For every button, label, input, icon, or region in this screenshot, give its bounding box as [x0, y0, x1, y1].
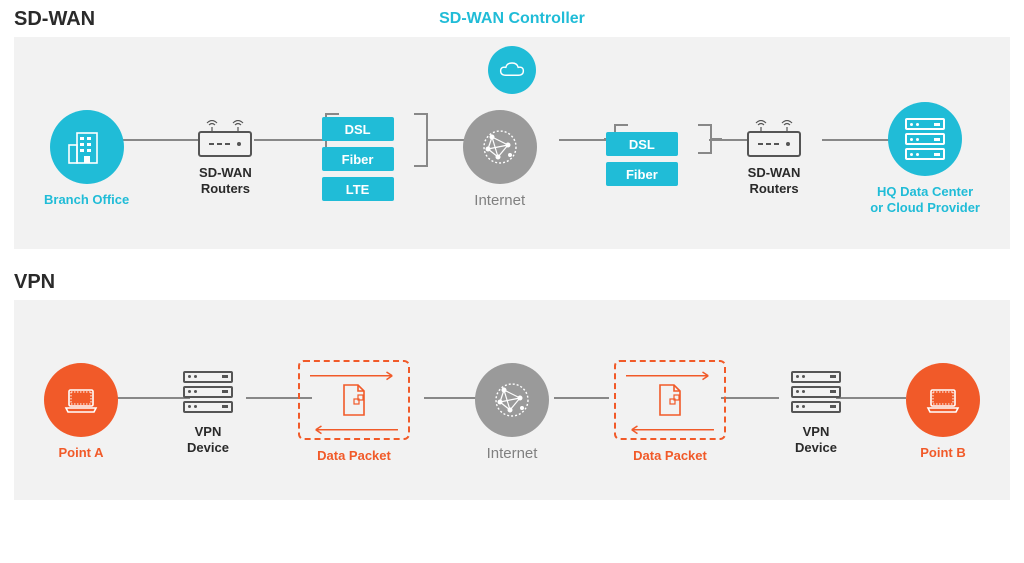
vpn-internet-label: Internet [487, 445, 538, 462]
point-b-label: Point B [920, 445, 966, 461]
internet-node: Internet [463, 110, 537, 209]
controller-circle [488, 46, 536, 94]
bracket [698, 124, 712, 154]
point-a-node: Point A [44, 363, 118, 461]
router-icon [198, 131, 252, 157]
antennae-icon [747, 119, 801, 131]
arrow-right-icon [310, 371, 398, 381]
vpn-internet-circle [475, 363, 549, 437]
line [554, 397, 609, 399]
badges-right: DSL Fiber [606, 132, 678, 186]
vpn-device-left-label: VPN Device [187, 424, 229, 457]
arrow-left-icon [310, 425, 398, 435]
router-left-label: SD-WAN Routers [199, 165, 252, 198]
arrow-left-icon [626, 425, 714, 435]
badge-dsl-r: DSL [606, 132, 678, 156]
sdwan-panel: SD-WAN Controller [14, 37, 1010, 249]
line [836, 397, 906, 399]
badge-fiber-r: Fiber [606, 162, 678, 186]
packet-left-label: Data Packet [317, 448, 391, 464]
internet-label: Internet [474, 192, 525, 209]
point-b-circle [906, 363, 980, 437]
packet-box [614, 360, 726, 440]
badge-lte: LTE [322, 177, 394, 201]
document-icon [656, 383, 684, 417]
document-icon [340, 383, 368, 417]
vpn-device-right-label: VPN Device [795, 424, 837, 457]
sdwan-router-left: SD-WAN Routers [198, 131, 252, 198]
hq-circle [888, 102, 962, 176]
antennae-icon [198, 119, 252, 131]
globe-network-icon [490, 378, 534, 422]
point-b-node: Point B [906, 363, 980, 461]
cloud-icon [498, 60, 526, 80]
bracket [414, 113, 428, 167]
vpn-title: VPN [14, 271, 1010, 294]
router-icon [747, 131, 801, 157]
packet-box [298, 360, 410, 440]
building-icon [65, 125, 109, 169]
branch-office-node: Branch Office [44, 110, 129, 208]
line [424, 397, 479, 399]
arrow-right-icon [626, 371, 714, 381]
line [721, 397, 779, 399]
branch-label: Branch Office [44, 192, 129, 208]
server-rack-icon [183, 368, 233, 416]
laptop-icon [921, 378, 965, 422]
internet-circle [463, 110, 537, 184]
sdwan-row: Branch Office SD-WAN Routers DSL Fiber L… [14, 102, 1010, 217]
server-rack-icon [791, 368, 841, 416]
hq-label: HQ Data Center or Cloud Provider [870, 184, 980, 217]
line [114, 397, 190, 399]
vpn-internet-node: Internet [475, 363, 549, 462]
badge-fiber: Fiber [322, 147, 394, 171]
vpn-device-right: VPN Device [791, 368, 841, 457]
sdwan-router-right: SD-WAN Routers [747, 131, 801, 198]
point-a-circle [44, 363, 118, 437]
badge-dsl: DSL [322, 117, 394, 141]
controller-label: SD-WAN Controller [439, 10, 585, 28]
point-a-label: Point A [58, 445, 103, 461]
vpn-panel: Point A VPN Device Da [14, 300, 1010, 500]
data-packet-left: Data Packet [298, 360, 410, 464]
vpn-row: Point A VPN Device Da [14, 360, 1010, 464]
branch-circle [50, 110, 124, 184]
vpn-device-left: VPN Device [183, 368, 233, 457]
router-right-label: SD-WAN Routers [748, 165, 801, 198]
laptop-icon [59, 378, 103, 422]
globe-network-icon [478, 125, 522, 169]
badges-left: DSL Fiber LTE [322, 117, 394, 201]
packet-right-label: Data Packet [633, 448, 707, 464]
line [254, 139, 324, 141]
server-rack-icon [905, 115, 945, 163]
data-packet-right: Data Packet [614, 360, 726, 464]
hq-node: HQ Data Center or Cloud Provider [870, 102, 980, 217]
